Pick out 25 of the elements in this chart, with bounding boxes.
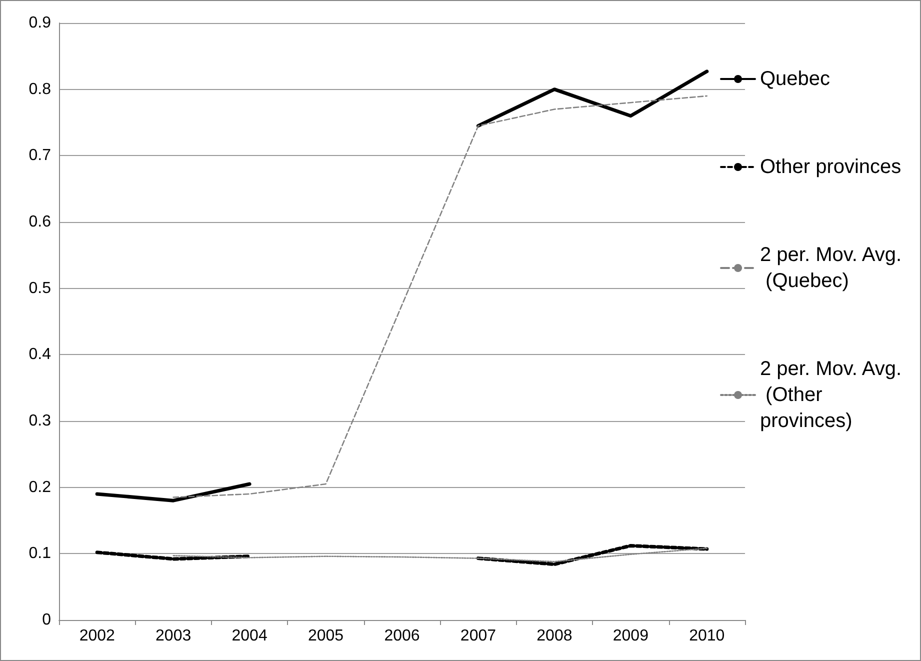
x-tick-label: 2006 bbox=[384, 628, 420, 644]
y-tick-label: 0.6 bbox=[28, 214, 52, 230]
y-tick-label: 0.5 bbox=[28, 280, 52, 297]
legend-label: Other provinces bbox=[760, 156, 902, 178]
x-tick-label: 2004 bbox=[232, 628, 268, 644]
y-tick-label: 0.2 bbox=[28, 478, 52, 496]
y-tick-label: 0.3 bbox=[28, 412, 52, 430]
x-tick-label: 2002 bbox=[79, 628, 116, 644]
legend-label: Quebec bbox=[760, 68, 830, 90]
line-series bbox=[172, 95, 708, 498]
x-tick-label: 2008 bbox=[536, 628, 572, 644]
y-tick-label: 0.8 bbox=[28, 80, 52, 98]
x-tick-label: 2009 bbox=[612, 628, 649, 644]
x-tick-label: 2010 bbox=[689, 628, 725, 644]
x-tick-label: 2005 bbox=[308, 628, 344, 644]
y-tick-label: 0 bbox=[42, 612, 52, 628]
legend-label: 2 per. Mov. Avg. (Other provinces) bbox=[760, 358, 902, 432]
y-tick-label: 0.7 bbox=[28, 147, 52, 164]
y-tick-label: 0.9 bbox=[28, 14, 52, 32]
x-tick-label: 2003 bbox=[156, 628, 192, 644]
y-tick-label: 0.4 bbox=[28, 346, 52, 364]
x-tick-label: 2007 bbox=[460, 628, 496, 644]
legend-label: 2 per. Mov. Avg. (Quebec) bbox=[760, 244, 902, 292]
y-tick-label: 0.1 bbox=[28, 545, 52, 562]
line-series bbox=[172, 548, 708, 562]
